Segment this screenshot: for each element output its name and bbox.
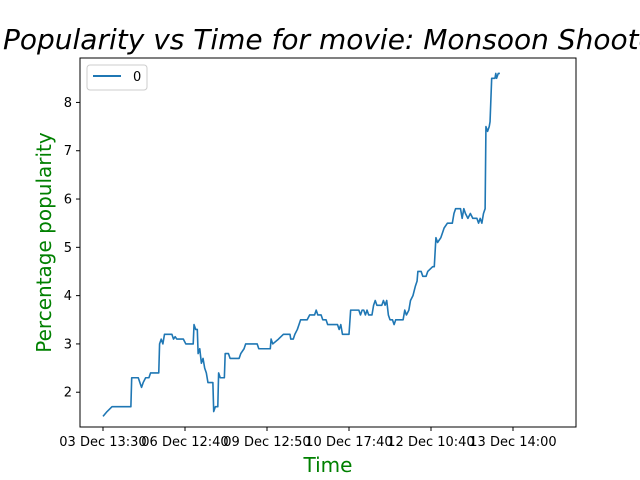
- x-axis-label: Time: [303, 453, 353, 477]
- x-tick-label: 03 Dec 13:30: [59, 435, 146, 450]
- x-tick-label: 13 Dec 14:00: [469, 435, 556, 450]
- series-line-0: [102, 72, 500, 417]
- y-tick-label: 8: [64, 96, 72, 111]
- legend: 0: [86, 64, 148, 91]
- y-tick-label: 6: [64, 193, 72, 208]
- y-tick-label: 4: [64, 289, 72, 304]
- x-tick-label: 09 Dec 12:50: [223, 435, 310, 450]
- y-axis-ticks: 2 3 4 5 6 7 8: [64, 96, 80, 401]
- y-tick-label: 2: [64, 386, 72, 401]
- y-tick-label: 5: [64, 241, 72, 256]
- y-tick-label: 7: [64, 144, 72, 159]
- legend-entry-0: 0: [133, 70, 141, 85]
- chart-title: for Popularity vs Time for movie: Monsoo…: [0, 23, 640, 56]
- x-tick-label: 06 Dec 12:40: [141, 435, 228, 450]
- x-tick-label: 10 Dec 17:40: [305, 435, 392, 450]
- x-tick-label: 12 Dec 10:40: [387, 435, 474, 450]
- y-tick-label: 3: [64, 337, 72, 352]
- legend-box: [86, 64, 148, 91]
- plot-area: [79, 57, 577, 428]
- y-axis-label: Percentage popularity: [32, 132, 56, 353]
